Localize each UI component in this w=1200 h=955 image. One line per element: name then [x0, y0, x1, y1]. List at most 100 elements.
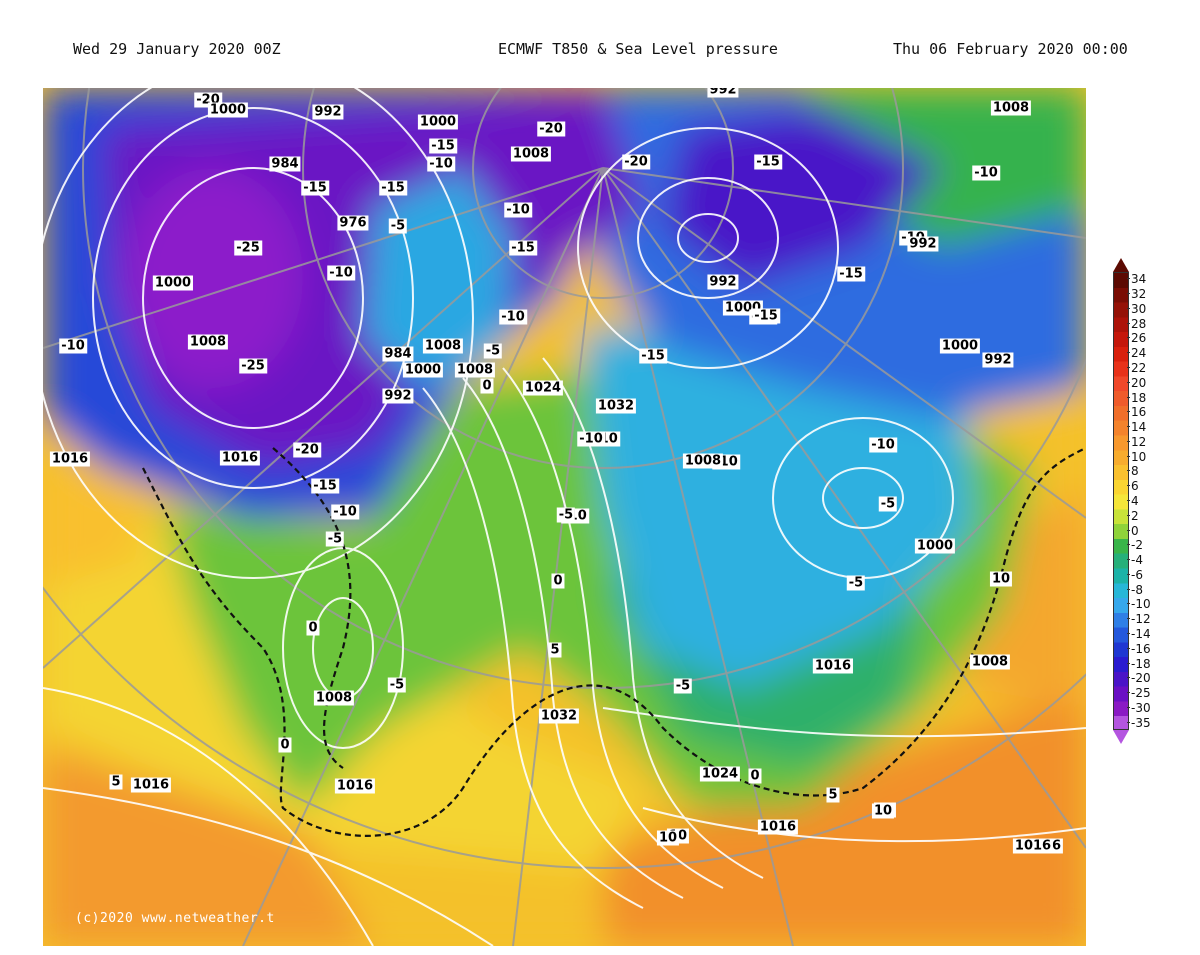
contour-label: 10: [989, 571, 1013, 587]
contour-label: 1024: [699, 766, 741, 782]
contour-label: 1016: [219, 450, 261, 466]
contour-label: 1008: [187, 334, 229, 350]
scale-tick-label: -14: [1127, 626, 1151, 641]
zero-isotherm: [142, 447, 1086, 837]
contour-label: 1000: [914, 538, 956, 554]
scale-tick-label: -18: [1127, 656, 1151, 671]
contour-label: -5: [387, 677, 407, 693]
contour-label: -5: [878, 496, 898, 512]
contour-label: 0: [306, 620, 320, 636]
contour-label: 5: [109, 774, 123, 790]
contour-label: -15: [301, 180, 329, 196]
scale-tick-label: -25: [1127, 686, 1151, 701]
contour-label: 1016: [757, 819, 799, 835]
contour-label: -10: [427, 156, 455, 172]
contour-label: -10: [327, 265, 355, 281]
contour-label: -15: [754, 154, 782, 170]
scale-tick-label: -30: [1127, 700, 1151, 715]
contour-label: -5: [673, 678, 693, 694]
contour-label: 1000: [402, 362, 444, 378]
contour-label: -20: [537, 121, 565, 137]
contour-label: 0: [480, 378, 494, 394]
contour-label: 1032: [538, 708, 580, 724]
weather-map: -20 1000 992 1000 -15 -10 1008 -20 -20 992 -15 1008…: [43, 88, 1086, 946]
scale-tick-label: 20: [1126, 375, 1147, 390]
model-run-date: Wed 29 January 2020 00Z: [73, 40, 281, 58]
contour-label: 1008: [422, 338, 464, 354]
contour-label: 1008: [510, 146, 552, 162]
contour-label: 1008: [454, 362, 496, 378]
contour-label: 992: [382, 388, 414, 404]
scale-tick-label: 30: [1126, 301, 1147, 316]
scale-tick-label: 0: [1127, 523, 1139, 538]
scale-tick-label: 10: [1126, 449, 1147, 464]
contour-label: -10: [59, 338, 87, 354]
isobars: [43, 88, 1086, 946]
contour-label: 992: [907, 236, 939, 252]
contour-label: 1000: [939, 338, 981, 354]
contour-label: 5: [826, 787, 840, 803]
contour-label: 1008: [990, 100, 1032, 116]
contour-label: 992: [312, 104, 344, 120]
contour-label: -20: [622, 154, 650, 170]
scale-tick-label: -12: [1127, 612, 1151, 627]
contour-label: -5: [388, 218, 408, 234]
contour-label: 992: [707, 274, 739, 290]
contour-label: -15: [639, 348, 667, 364]
contour-label: -5: [846, 575, 866, 591]
contour-label: 1024: [522, 380, 564, 396]
contour-label: -25: [234, 240, 262, 256]
scale-tick-label: 2: [1127, 508, 1139, 523]
contour-label: 1008: [969, 654, 1011, 670]
contour-label: -15: [509, 240, 537, 256]
contour-label: -15: [311, 478, 339, 494]
scale-tick-label: -35: [1127, 715, 1151, 730]
scale-tick-label: 4: [1127, 494, 1139, 508]
contour-label: 1016: [334, 778, 376, 794]
contour-label: 976: [337, 215, 369, 231]
scale-tick-label: 12: [1126, 434, 1147, 449]
contour-label: 984: [269, 156, 301, 172]
contour-label: -10: [504, 202, 532, 218]
contour-label: 0: [748, 768, 762, 784]
contour-label: 0: [551, 573, 565, 589]
contour-label: 10: [656, 830, 680, 846]
scale-tick-label: 8: [1127, 464, 1139, 479]
contour-label: -15: [429, 138, 457, 154]
contour-label: 1000: [207, 102, 249, 118]
scale-tick-label: 16: [1126, 405, 1147, 420]
contour-label: -15: [752, 308, 780, 324]
contour-label: -10: [869, 437, 897, 453]
contour-label: 1016: [1012, 838, 1054, 854]
contour-label: -20: [293, 442, 321, 458]
contour-label: 1000: [417, 114, 459, 130]
scale-tick-label: 18: [1126, 390, 1147, 405]
scale-bottom-arrow: [1113, 730, 1129, 744]
contour-label: 992: [982, 352, 1014, 368]
contour-label: -10: [331, 504, 359, 520]
contour-label: -10: [577, 431, 605, 447]
contour-label: -10: [972, 165, 1000, 181]
contour-label: 1008: [682, 453, 724, 469]
scale-tick-label: -10: [1127, 597, 1151, 612]
chart-title: ECMWF T850 & Sea Level pressure: [498, 40, 778, 58]
contour-label: -25: [239, 358, 267, 374]
scale-tick-label: -6: [1127, 567, 1143, 582]
valid-time: Thu 06 February 2020 00:00: [893, 40, 1128, 58]
scale-tick-label: 32: [1126, 287, 1147, 302]
scale-tick-label: 24: [1126, 346, 1147, 361]
scale-tick-label: 26: [1126, 331, 1147, 346]
scale-tick-label: 22: [1126, 361, 1147, 376]
contour-label: 992: [707, 88, 739, 98]
scale-tick-label: -8: [1127, 582, 1143, 597]
contour-label: -15: [837, 266, 865, 282]
contour-label: -5: [556, 507, 576, 523]
copyright-text: (c)2020 www.netweather.t: [75, 911, 275, 926]
contour-label: -5: [483, 343, 503, 359]
scale-top-arrow: [1113, 258, 1129, 272]
contour-label: 1016: [812, 658, 854, 674]
scale-tick-label: -20: [1127, 671, 1151, 686]
scale-tick-label: -4: [1127, 553, 1143, 568]
graticule: [43, 88, 1086, 946]
scale-tick-label: -16: [1127, 641, 1151, 656]
